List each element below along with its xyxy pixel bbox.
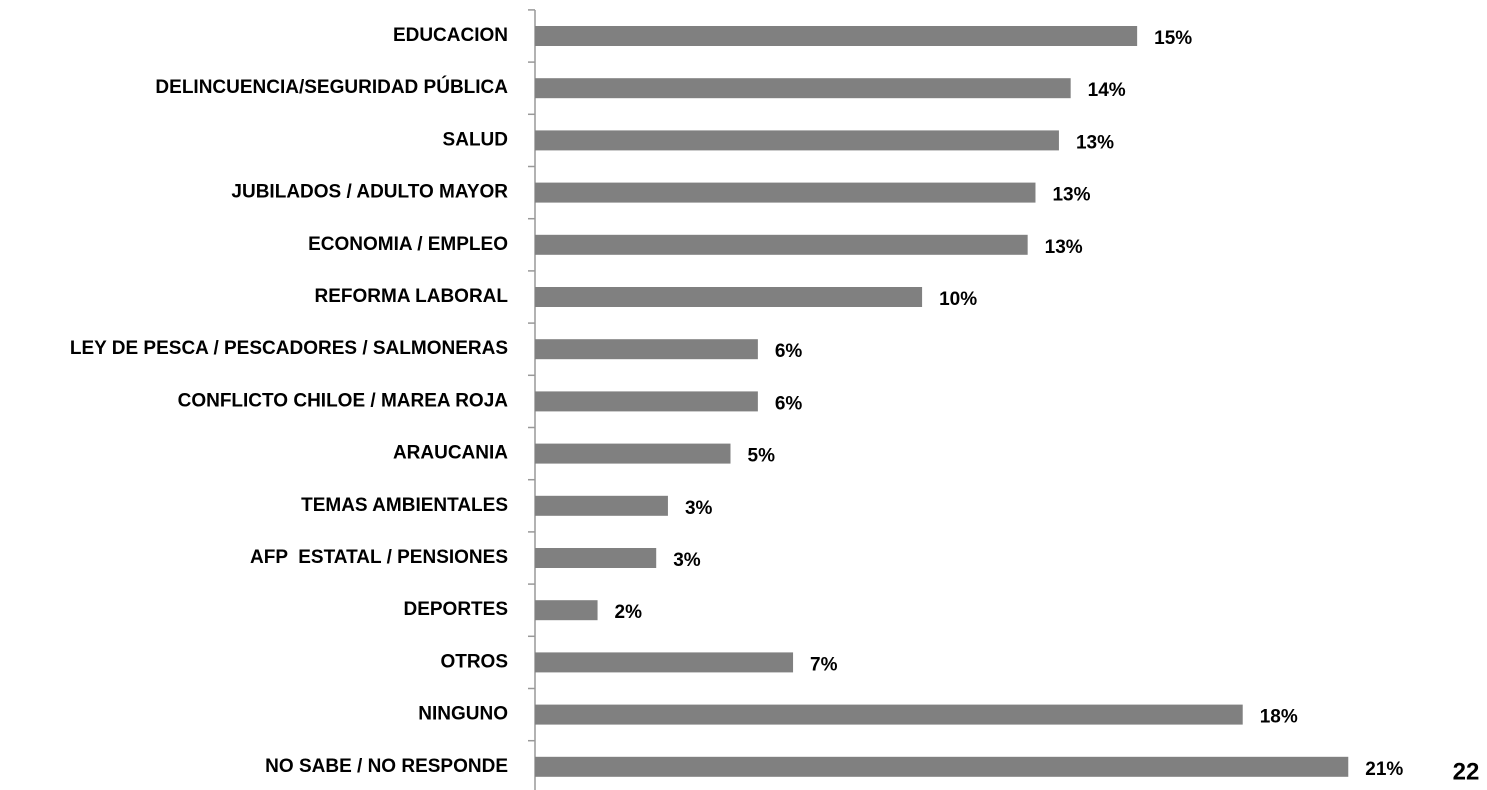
category-label: CONFLICTO CHILOE / MAREA ROJA bbox=[178, 390, 509, 411]
category-label: REFORMA LABORAL bbox=[315, 286, 509, 307]
bar bbox=[535, 495, 668, 516]
value-label: 13% bbox=[1052, 185, 1090, 206]
value-label: 6% bbox=[775, 341, 803, 362]
category-label: EDUCACION bbox=[393, 25, 508, 46]
category-label: NO SABE / NO RESPONDE bbox=[265, 756, 508, 777]
bar bbox=[535, 652, 794, 673]
value-label: 13% bbox=[1076, 132, 1114, 153]
bar bbox=[535, 548, 657, 568]
page-number: 22 bbox=[1453, 758, 1480, 785]
value-label: 3% bbox=[673, 550, 701, 571]
category-label: SALUD bbox=[443, 129, 508, 150]
category-label: OTROS bbox=[440, 651, 508, 672]
bar bbox=[535, 234, 1028, 255]
value-label: 13% bbox=[1045, 237, 1083, 258]
bar bbox=[535, 756, 1349, 777]
value-label: 6% bbox=[775, 393, 803, 414]
value-label: 2% bbox=[615, 602, 643, 623]
category-label: JUBILADOS / ADULTO MAYOR bbox=[231, 182, 508, 203]
bar bbox=[535, 287, 923, 307]
value-label: 18% bbox=[1260, 707, 1298, 728]
value-label: 7% bbox=[810, 654, 838, 675]
category-label: LEY DE PESCA / PESCADORES / SALMONERAS bbox=[70, 338, 508, 359]
value-label: 14% bbox=[1088, 80, 1126, 101]
value-label: 3% bbox=[685, 498, 713, 519]
bar bbox=[535, 339, 758, 360]
category-label: NINGUNO bbox=[418, 704, 508, 725]
category-label: TEMAS AMBIENTALES bbox=[301, 495, 508, 516]
category-label: ARAUCANIA bbox=[393, 443, 508, 464]
bar bbox=[535, 78, 1071, 99]
bar bbox=[535, 26, 1138, 46]
category-label: DELINCUENCIA/SEGURIDAD PÚBLICA bbox=[155, 76, 508, 98]
bar bbox=[535, 130, 1059, 151]
value-label: 15% bbox=[1154, 28, 1192, 49]
bar bbox=[535, 600, 598, 621]
bar bbox=[535, 704, 1243, 725]
value-label: 21% bbox=[1365, 759, 1403, 780]
category-label: AFP ESTATAL / PENSIONES bbox=[250, 547, 508, 568]
category-label: DEPORTES bbox=[403, 599, 508, 620]
bar bbox=[535, 443, 731, 464]
value-label: 10% bbox=[939, 289, 977, 310]
bar bbox=[535, 391, 758, 412]
bar bbox=[535, 182, 1036, 203]
category-label: ECONOMIA / EMPLEO bbox=[308, 234, 508, 255]
value-label: 5% bbox=[748, 446, 776, 467]
